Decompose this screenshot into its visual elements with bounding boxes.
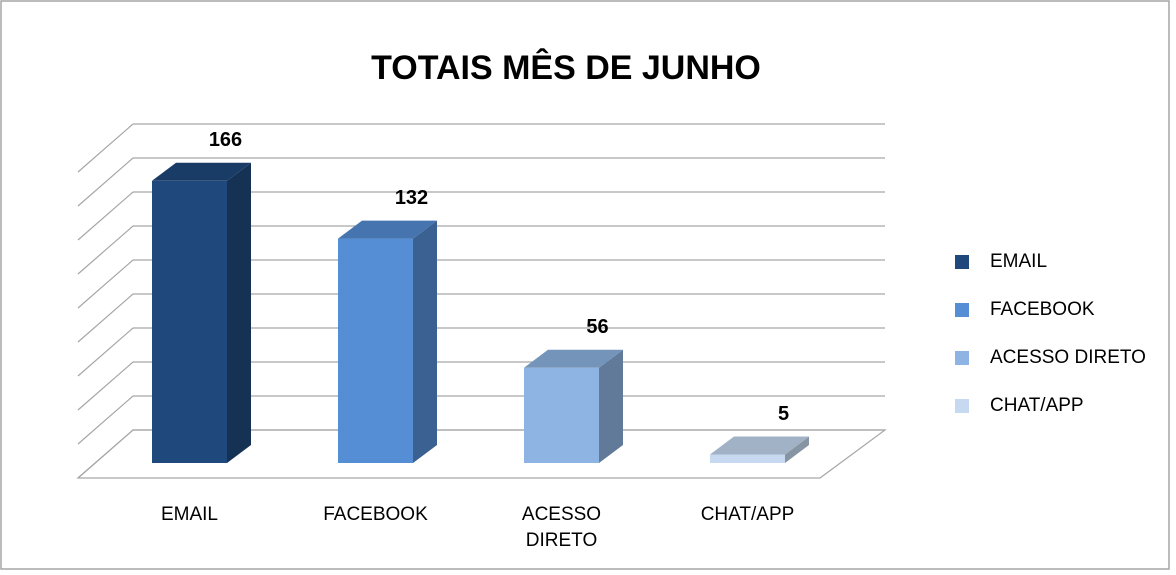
chart-title: TOTAIS MÊS DE JUNHO xyxy=(371,49,761,87)
legend-label: FACEBOOK xyxy=(990,299,1095,320)
bar-side xyxy=(785,436,809,463)
bar-top xyxy=(338,220,437,239)
data-label: 132 xyxy=(395,187,428,209)
data-label: 56 xyxy=(586,316,608,338)
bar xyxy=(338,238,413,463)
legend-swatch xyxy=(955,351,969,365)
floor xyxy=(76,429,887,479)
bar-side xyxy=(599,349,623,463)
bar-side xyxy=(227,162,251,464)
bar xyxy=(710,454,785,463)
grid-line-side xyxy=(77,327,134,377)
legend-swatch xyxy=(955,303,969,317)
x-tick-label: FACEBOOK xyxy=(323,504,428,525)
grid-line-side xyxy=(77,157,134,207)
legend-label: ACESSO DIRETO xyxy=(990,347,1146,368)
grid-line-side xyxy=(77,361,134,411)
grid-line-side xyxy=(77,225,134,275)
bar xyxy=(152,180,227,464)
grid-line-side xyxy=(77,123,134,173)
bar-top xyxy=(152,162,251,181)
bar-side xyxy=(413,220,437,463)
x-tick-label: EMAIL xyxy=(160,504,219,525)
x-tick-label: ACESSO DIRETO xyxy=(521,504,602,551)
legend-swatch xyxy=(955,255,969,269)
grid-line-side xyxy=(77,395,134,445)
data-label: 5 xyxy=(778,403,789,425)
grid-line-side xyxy=(77,191,134,241)
legend-swatch xyxy=(955,399,969,413)
bar-top xyxy=(524,349,623,368)
grid-line-side xyxy=(77,259,134,309)
x-tick-label: CHAT/APP xyxy=(700,504,795,525)
bar xyxy=(524,367,599,463)
grid-line-side xyxy=(77,293,134,343)
legend-label: CHAT/APP xyxy=(990,395,1084,416)
legend-label: EMAIL xyxy=(990,251,1047,272)
data-label: 166 xyxy=(209,129,242,151)
bar-top xyxy=(710,436,809,455)
